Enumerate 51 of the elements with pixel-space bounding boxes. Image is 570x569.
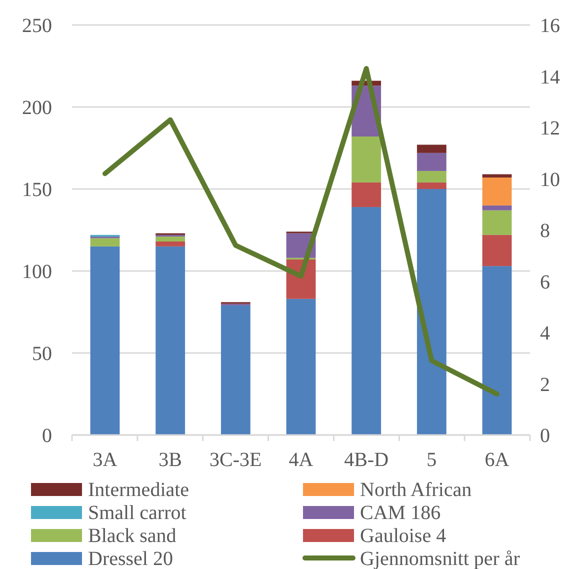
y2-tick-label: 16 xyxy=(540,15,560,37)
bar xyxy=(352,207,382,435)
y-tick-label: 50 xyxy=(32,343,52,365)
y2-tick-label: 4 xyxy=(540,322,550,344)
x-tick-label: 4A xyxy=(288,449,314,471)
y-tick-label: 250 xyxy=(22,15,52,37)
legend-label: North African xyxy=(360,479,472,501)
bar xyxy=(482,205,512,210)
y2-tick-label: 12 xyxy=(540,118,560,140)
bar xyxy=(286,298,316,435)
bar xyxy=(482,234,512,266)
bar xyxy=(416,144,446,153)
bar xyxy=(90,238,120,246)
bar xyxy=(482,174,512,178)
legend-label: Small carrot xyxy=(88,502,187,524)
y-tick-label: 100 xyxy=(22,261,52,283)
y-tick-label: 150 xyxy=(22,179,52,201)
y2-tick-label: 8 xyxy=(540,220,550,242)
legend-label: Intermediate xyxy=(88,479,190,501)
bar xyxy=(482,210,512,235)
bar xyxy=(482,266,512,435)
legend-label: Black sand xyxy=(88,525,176,547)
bar xyxy=(416,182,446,189)
bar xyxy=(352,136,382,182)
bar xyxy=(90,246,120,435)
y-tick-label: 0 xyxy=(42,425,52,447)
bar xyxy=(416,170,446,182)
bar xyxy=(156,236,186,242)
legend-label: Dressel 20 xyxy=(88,548,173,569)
legend-label: CAM 186 xyxy=(360,502,441,524)
bar xyxy=(156,241,186,246)
legend-label: Gjennomsnitt per år xyxy=(360,548,520,569)
y2-tick-label: 2 xyxy=(540,374,550,396)
bar xyxy=(156,246,186,435)
x-tick-label: 5 xyxy=(426,449,437,471)
legend-label: Gauloise 4 xyxy=(360,525,446,547)
y-tick-label: 200 xyxy=(22,97,52,119)
bar xyxy=(352,182,382,208)
y2-tick-label: 10 xyxy=(540,168,560,191)
bar xyxy=(416,189,446,435)
x-tick-label: 3A xyxy=(92,449,118,471)
bar xyxy=(482,178,512,206)
x-tick-label: 3B xyxy=(158,449,182,471)
x-tick-label: 6A xyxy=(484,449,510,471)
y2-tick-label: 6 xyxy=(540,271,550,294)
x-tick-label: 3C-3E xyxy=(210,449,262,471)
bar xyxy=(416,152,446,171)
y2-tick-label: 0 xyxy=(540,425,550,447)
y2-tick-label: 14 xyxy=(540,66,560,88)
x-tick-label: 4B-D xyxy=(344,449,389,471)
bar xyxy=(220,305,250,435)
